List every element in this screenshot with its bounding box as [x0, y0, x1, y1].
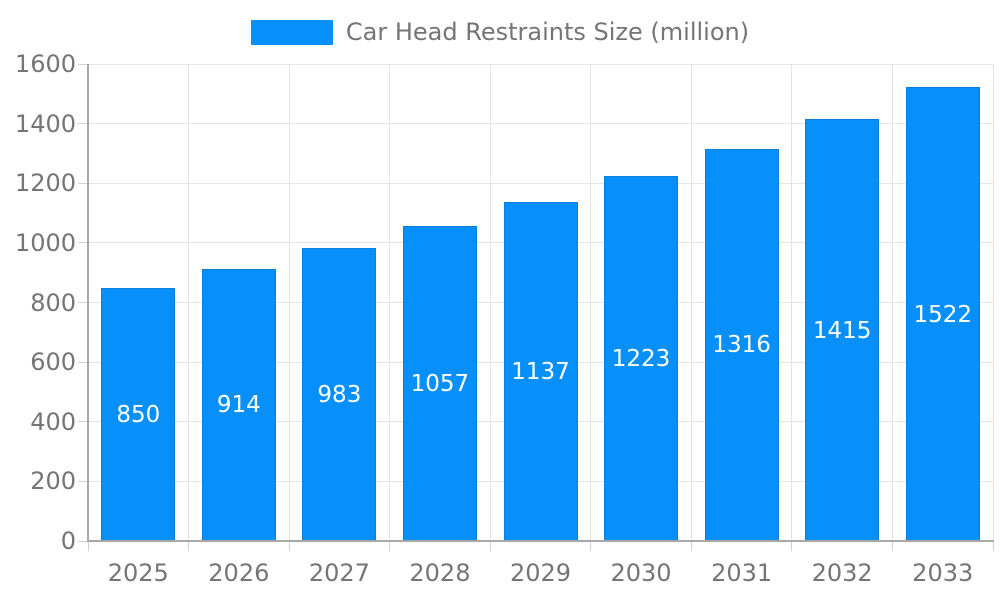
bar-value-label: 1522 [913, 301, 972, 328]
bar-2028[interactable]: 1057 [402, 225, 477, 541]
v-gridline [791, 64, 793, 541]
y-axis-tick [78, 421, 88, 423]
x-axis-tick [489, 541, 491, 551]
y-axis-label: 600 [30, 348, 76, 377]
y-axis-line [87, 64, 89, 541]
bar-value-label: 850 [116, 401, 161, 428]
bar-2025[interactable]: 850 [101, 287, 176, 541]
x-axis-label: 2026 [208, 559, 270, 587]
y-axis-label: 200 [30, 467, 76, 496]
v-gridline [690, 64, 692, 541]
x-axis-label: 2030 [610, 559, 672, 587]
y-axis-tick [78, 361, 88, 363]
legend[interactable]: Car Head Restraints Size (million) [0, 18, 1000, 46]
v-gridline [288, 64, 290, 541]
legend-swatch [250, 19, 333, 45]
h-gridline [88, 63, 993, 65]
bar-2026[interactable]: 914 [201, 268, 276, 541]
v-gridline [188, 64, 190, 541]
bar-value-label: 914 [216, 392, 261, 419]
x-axis-label: 2029 [509, 559, 572, 587]
x-axis-label: 2032 [811, 559, 873, 587]
y-axis-label: 1600 [14, 50, 76, 78]
bar-value-label: 1057 [410, 370, 470, 397]
x-axis-tick [188, 541, 190, 551]
x-axis-tick [992, 541, 994, 551]
x-axis-line [87, 540, 994, 542]
x-axis-label: 2025 [107, 559, 169, 587]
bar-value-label: 1415 [812, 317, 872, 344]
y-axis-label: 800 [30, 288, 76, 317]
bar-2031[interactable]: 1316 [704, 148, 779, 541]
v-gridline [389, 64, 391, 541]
y-axis-label: 0 [60, 527, 76, 555]
x-axis-label: 2031 [711, 559, 773, 587]
bar-2029[interactable]: 1137 [503, 202, 578, 541]
x-axis-tick [389, 541, 391, 551]
bar-2027[interactable]: 983 [302, 247, 377, 541]
x-axis-tick [690, 541, 692, 551]
bar-value-label: 983 [317, 381, 362, 408]
x-axis-label: 2027 [308, 559, 370, 587]
bar-value-label: 1223 [611, 346, 671, 373]
h-gridline [88, 123, 993, 125]
bar-2032[interactable]: 1415 [805, 119, 880, 541]
y-axis-tick [78, 480, 88, 482]
y-axis-label: 1000 [14, 228, 76, 257]
x-axis-tick [590, 541, 592, 551]
bar-2033[interactable]: 1522 [905, 87, 980, 541]
v-gridline [891, 64, 893, 541]
v-gridline [590, 64, 592, 541]
x-axis-tick [288, 541, 290, 551]
h-gridline [88, 182, 993, 184]
y-axis-tick [78, 302, 88, 303]
x-axis-tick [891, 541, 893, 551]
y-axis-tick [78, 242, 88, 244]
y-axis-tick [78, 63, 88, 65]
x-axis-tick [791, 541, 793, 551]
y-axis-tick [78, 540, 88, 542]
x-axis-tick [87, 541, 89, 551]
y-axis-tick [78, 123, 88, 125]
legend-label: Car Head Restraints Size (million) [345, 18, 750, 46]
bar-2030[interactable]: 1223 [604, 176, 679, 541]
y-axis-label: 400 [30, 407, 76, 436]
plot-area: 850 914 983 1057 1137 1223 1316 1415 1522 [88, 63, 994, 541]
x-axis-label: 2033 [912, 559, 974, 587]
bar-value-label: 1137 [511, 359, 570, 385]
v-gridline [992, 64, 994, 541]
x-axis-label: 2028 [409, 559, 471, 587]
y-axis-tick [78, 182, 88, 184]
y-axis-label: 1200 [14, 169, 76, 198]
v-gridline [489, 64, 491, 541]
y-axis-label: 1400 [14, 109, 76, 138]
bar-value-label: 1316 [712, 332, 771, 359]
